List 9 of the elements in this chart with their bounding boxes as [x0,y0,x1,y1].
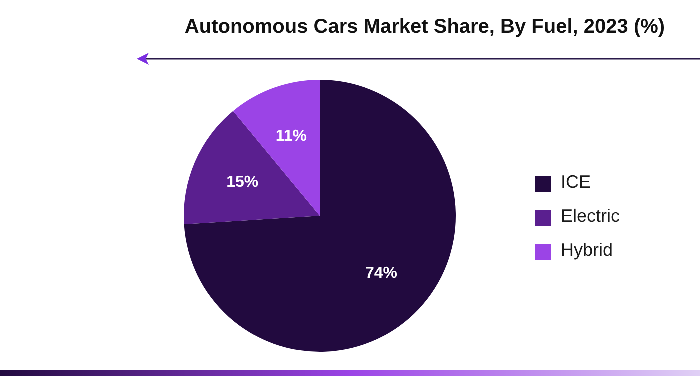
pie-slice [184,80,456,352]
pie-slice [184,111,320,225]
legend-label: Hybrid [560,240,613,260]
legend-label: Electric [560,206,620,226]
data-label: 11% [276,128,308,146]
legend-label: ICE [560,172,591,192]
chart-title: Autonomous Cars Market Share, By Fuel, 2023 (%) [184,16,666,39]
data-label: 15% [226,174,259,192]
data-label: 74% [365,265,398,282]
